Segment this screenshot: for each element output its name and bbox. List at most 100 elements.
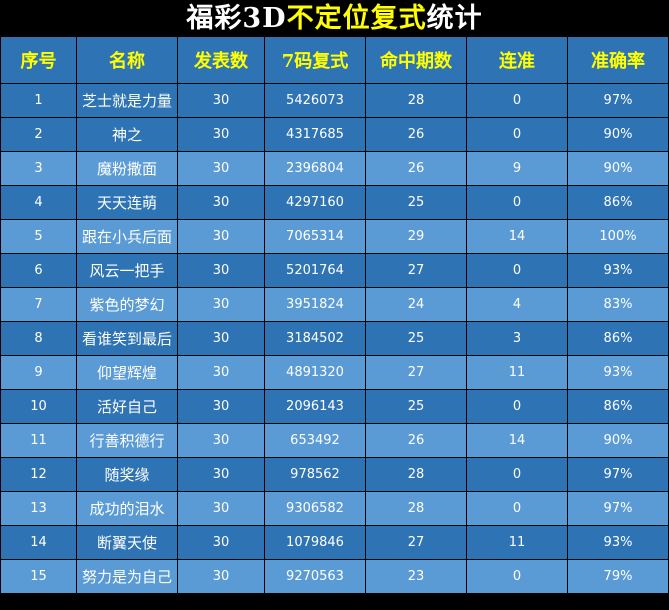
combo-cell: 9306582 xyxy=(264,491,366,526)
hits-cell: 23 xyxy=(365,559,467,594)
table-row: 15 努力是为自己 30 9270563 23 0 79% xyxy=(0,559,669,594)
accuracy-cell: 83% xyxy=(567,287,669,322)
table-row: 2 神之 30 4317685 26 0 90% xyxy=(0,117,669,152)
hits-cell: 27 xyxy=(365,355,467,390)
hits-cell: 28 xyxy=(365,457,467,492)
rank-cell: 9 xyxy=(0,355,77,390)
accuracy-cell: 97% xyxy=(567,457,669,492)
hits-cell: 27 xyxy=(365,525,467,560)
streak-cell: 0 xyxy=(466,389,568,424)
streak-cell: 0 xyxy=(466,185,568,220)
combo-cell: 7065314 xyxy=(264,219,366,254)
accuracy-cell: 93% xyxy=(567,525,669,560)
posts-cell: 30 xyxy=(177,423,265,458)
streak-cell: 0 xyxy=(466,253,568,288)
accuracy-cell: 86% xyxy=(567,321,669,356)
accuracy-cell: 93% xyxy=(567,253,669,288)
hits-cell: 25 xyxy=(365,389,467,424)
accuracy-cell: 97% xyxy=(567,83,669,118)
hits-cell: 28 xyxy=(365,83,467,118)
streak-cell: 3 xyxy=(466,321,568,356)
table-row: 8 看谁笑到最后 30 3184502 25 3 86% xyxy=(0,321,669,356)
title-part-3: 统计 xyxy=(426,3,483,34)
title-part-2: 不定位复式 xyxy=(286,3,427,34)
column-header: 连准 xyxy=(466,36,568,84)
posts-cell: 30 xyxy=(177,491,265,526)
name-cell: 紫色的梦幻 xyxy=(76,287,178,322)
streak-cell: 0 xyxy=(466,491,568,526)
streak-cell: 0 xyxy=(466,83,568,118)
table-row: 12 随奖缘 30 978562 28 0 97% xyxy=(0,457,669,492)
streak-cell: 9 xyxy=(466,151,568,186)
table-row: 13 成功的泪水 30 9306582 28 0 97% xyxy=(0,491,669,526)
name-cell: 神之 xyxy=(76,117,178,152)
posts-cell: 30 xyxy=(177,287,265,322)
rank-cell: 8 xyxy=(0,321,77,356)
posts-cell: 30 xyxy=(177,117,265,152)
name-cell: 仰望辉煌 xyxy=(76,355,178,390)
column-header: 名称 xyxy=(76,36,178,84)
rank-cell: 4 xyxy=(0,185,77,220)
accuracy-cell: 86% xyxy=(567,389,669,424)
hits-cell: 25 xyxy=(365,321,467,356)
streak-cell: 11 xyxy=(466,355,568,390)
streak-cell: 11 xyxy=(466,525,568,560)
table-row: 4 天天连萌 30 4297160 25 0 86% xyxy=(0,185,669,220)
table-row: 7 紫色的梦幻 30 3951824 24 4 83% xyxy=(0,287,669,322)
column-header: 命中期数 xyxy=(365,36,467,84)
column-header: 7码复式 xyxy=(264,36,366,84)
name-cell: 成功的泪水 xyxy=(76,491,178,526)
rank-cell: 2 xyxy=(0,117,77,152)
rank-cell: 10 xyxy=(0,389,77,424)
column-header: 准确率 xyxy=(567,36,669,84)
combo-cell: 5426073 xyxy=(264,83,366,118)
column-header: 序号 xyxy=(0,36,77,84)
streak-cell: 0 xyxy=(466,117,568,152)
posts-cell: 30 xyxy=(177,321,265,356)
name-cell: 活好自己 xyxy=(76,389,178,424)
combo-cell: 4297160 xyxy=(264,185,366,220)
combo-cell: 1079846 xyxy=(264,525,366,560)
name-cell: 芝士就是力量 xyxy=(76,83,178,118)
table-row: 5 跟在小兵后面 30 7065314 29 14 100% xyxy=(0,219,669,254)
combo-cell: 978562 xyxy=(264,457,366,492)
table-row: 3 魔粉撒面 30 2396804 26 9 90% xyxy=(0,151,669,186)
page-title: 福彩3D不定位复式统计 xyxy=(0,0,669,36)
rank-cell: 7 xyxy=(0,287,77,322)
table-row: 14 断翼天使 30 1079846 27 11 93% xyxy=(0,525,669,560)
name-cell: 断翼天使 xyxy=(76,525,178,560)
streak-cell: 0 xyxy=(466,559,568,594)
table-row: 10 活好自己 30 2096143 25 0 86% xyxy=(0,389,669,424)
rank-cell: 13 xyxy=(0,491,77,526)
posts-cell: 30 xyxy=(177,253,265,288)
combo-cell: 3951824 xyxy=(264,287,366,322)
name-cell: 跟在小兵后面 xyxy=(76,219,178,254)
rank-cell: 3 xyxy=(0,151,77,186)
rank-cell: 12 xyxy=(0,457,77,492)
rank-cell: 5 xyxy=(0,219,77,254)
title-part-1: 福彩3D xyxy=(186,3,287,34)
accuracy-cell: 100% xyxy=(567,219,669,254)
hits-cell: 26 xyxy=(365,117,467,152)
name-cell: 行善积德行 xyxy=(76,423,178,458)
posts-cell: 30 xyxy=(177,457,265,492)
name-cell: 看谁笑到最后 xyxy=(76,321,178,356)
name-cell: 风云一把手 xyxy=(76,253,178,288)
hits-cell: 25 xyxy=(365,185,467,220)
combo-cell: 3184502 xyxy=(264,321,366,356)
accuracy-cell: 79% xyxy=(567,559,669,594)
rank-cell: 14 xyxy=(0,525,77,560)
posts-cell: 30 xyxy=(177,355,265,390)
table-row: 11 行善积德行 30 653492 26 14 90% xyxy=(0,423,669,458)
posts-cell: 30 xyxy=(177,185,265,220)
combo-cell: 5201764 xyxy=(264,253,366,288)
streak-cell: 4 xyxy=(466,287,568,322)
rank-cell: 1 xyxy=(0,83,77,118)
combo-cell: 2396804 xyxy=(264,151,366,186)
posts-cell: 30 xyxy=(177,525,265,560)
rank-cell: 15 xyxy=(0,559,77,594)
hits-cell: 28 xyxy=(365,491,467,526)
hits-cell: 24 xyxy=(365,287,467,322)
combo-cell: 4317685 xyxy=(264,117,366,152)
accuracy-cell: 93% xyxy=(567,355,669,390)
